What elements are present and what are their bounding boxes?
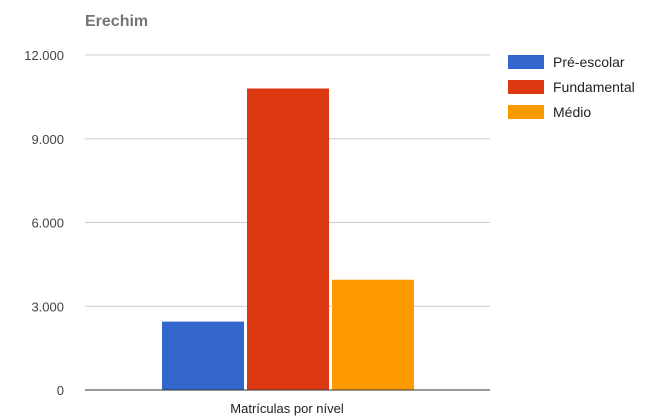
bars [162, 88, 414, 391]
legend-label: Pré-escolar [553, 54, 625, 70]
y-axis-ticks: 0 3.000 6.000 9.000 12.000 [24, 48, 64, 398]
y-tick-label: 6.000 [31, 216, 64, 231]
y-tick-label: 0 [57, 383, 64, 398]
legend-label: Médio [553, 104, 591, 120]
legend: Pré-escolar Fundamental Médio [508, 54, 635, 120]
bar-m-dio[interactable] [332, 279, 414, 390]
legend-swatch [508, 55, 544, 69]
bar-fundamental[interactable] [247, 88, 329, 391]
y-tick-label: 3.000 [31, 299, 64, 314]
y-tick-label: 9.000 [31, 132, 64, 147]
y-tick-label: 12.000 [24, 48, 64, 63]
chart-title: Erechim [85, 13, 148, 30]
legend-swatch [508, 80, 544, 94]
bar-pr-escolar[interactable] [162, 321, 244, 390]
legend-swatch [508, 105, 544, 119]
legend-label: Fundamental [553, 79, 635, 95]
x-axis-title: Matrículas por nível [230, 401, 344, 416]
